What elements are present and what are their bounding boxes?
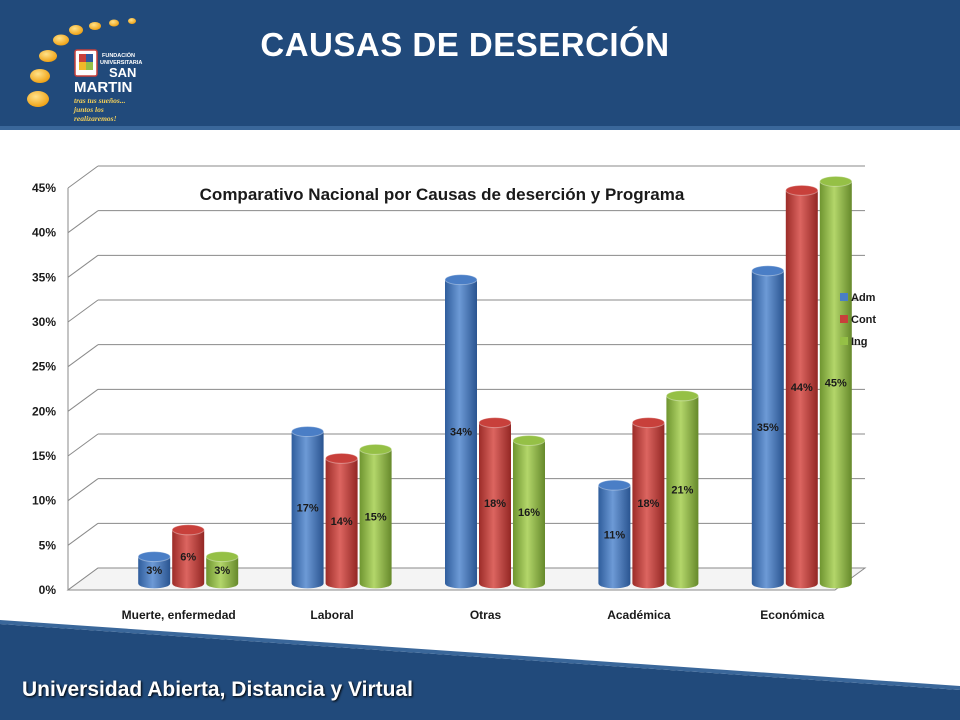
y-tick-label: 45% xyxy=(32,181,56,195)
data-label: 18% xyxy=(484,498,506,510)
data-label: 44% xyxy=(791,382,813,394)
svg-text:SAN: SAN xyxy=(109,65,136,80)
data-label: 18% xyxy=(637,498,659,510)
bar-top-cont xyxy=(171,524,205,536)
bar-top-adm xyxy=(597,479,631,491)
bar-top-adm xyxy=(751,265,785,277)
chart-title: Comparativo Nacional por Causas de deser… xyxy=(200,185,685,204)
bar-ing xyxy=(359,449,392,589)
data-label: 11% xyxy=(604,529,626,541)
y-tick-label: 25% xyxy=(32,360,56,374)
x-category-label: Muerte, enfermedad xyxy=(122,608,236,622)
bar-top-ing xyxy=(205,551,239,563)
bar-adm xyxy=(138,556,171,589)
y-tick-label: 5% xyxy=(39,538,57,552)
data-label: 16% xyxy=(518,507,540,519)
logo: FUNDACIÓN UNIVERSITARIA SAN MARTIN tras … xyxy=(18,16,151,123)
data-label: 17% xyxy=(297,502,319,514)
y-tick-label: 20% xyxy=(32,404,56,418)
data-label: 34% xyxy=(450,427,472,439)
bar-top-cont xyxy=(631,417,665,429)
legend-label: Adm xyxy=(851,292,876,304)
bar-cont xyxy=(479,422,511,589)
bar-adm xyxy=(598,485,631,589)
chart-bars xyxy=(137,175,853,589)
y-tick-label: 40% xyxy=(32,226,56,240)
svg-text:UNIVERSITARIA: UNIVERSITARIA xyxy=(100,60,142,66)
bar-ing xyxy=(666,395,699,589)
legend-swatch-ing xyxy=(840,337,848,345)
legend-swatch-cont xyxy=(840,315,848,323)
logo-tagline: tras tus sueños... juntos los realizarem… xyxy=(74,96,126,123)
logo-emblem: FUNDACIÓN UNIVERSITARIA SAN MARTIN xyxy=(73,48,151,110)
slide-header xyxy=(0,0,960,126)
bar-cont xyxy=(172,529,205,589)
gridline-diagonal xyxy=(67,522,99,546)
data-label: 3% xyxy=(146,565,162,577)
data-label: 45% xyxy=(825,377,847,389)
bar-top-ing xyxy=(665,390,699,402)
gridline-diagonal xyxy=(67,388,99,412)
bar-top-ing xyxy=(512,434,546,446)
bar-ing xyxy=(206,556,239,589)
bar-cont xyxy=(785,190,818,589)
data-label: 35% xyxy=(757,422,779,434)
gridline-diagonal xyxy=(67,299,99,323)
bar-top-adm xyxy=(444,274,478,286)
gridline-diagonal xyxy=(67,254,99,278)
gridline-diagonal xyxy=(67,478,99,502)
chart-legend: Adm Cont Ing xyxy=(840,292,876,348)
x-category-label: Académica xyxy=(607,608,671,622)
legend-swatch-adm xyxy=(840,293,848,301)
gridline-diagonal xyxy=(67,344,99,368)
bar-adm xyxy=(291,431,324,589)
x-category-label: Laboral xyxy=(310,608,353,622)
svg-text:FUNDACIÓN: FUNDACIÓN xyxy=(102,51,135,59)
bar-ing xyxy=(819,181,852,589)
y-tick-label: 15% xyxy=(32,449,56,463)
y-tick-label: 35% xyxy=(32,270,56,284)
gridline-diagonal xyxy=(67,165,99,189)
data-label: 15% xyxy=(365,511,387,523)
data-label: 6% xyxy=(180,552,196,564)
footer-title: Universidad Abierta, Distancia y Virtual xyxy=(22,678,413,701)
gridline-diagonal xyxy=(67,210,99,234)
bar-ing xyxy=(513,440,545,589)
bar-cont xyxy=(632,422,665,589)
header-divider xyxy=(0,126,960,130)
legend-label: Ing xyxy=(851,336,868,348)
y-tick-label: 30% xyxy=(32,315,56,329)
bar-top-ing xyxy=(359,443,393,455)
bar-cont xyxy=(325,458,358,589)
bar-top-cont xyxy=(325,452,359,464)
source-note: Fuente: Coordinación Nacional de Autoeva… xyxy=(104,652,326,663)
bar-adm xyxy=(751,270,784,589)
y-tick-label: 0% xyxy=(39,583,57,597)
bar-top-cont xyxy=(478,417,512,429)
bar-top-ing xyxy=(819,175,853,187)
x-category-label: Económica xyxy=(760,608,824,622)
legend-label: Cont xyxy=(851,314,876,326)
x-category-label: Otras xyxy=(470,608,502,622)
logo-dots-icon xyxy=(27,18,136,107)
data-label: 21% xyxy=(671,485,693,497)
slide-title: CAUSAS DE DESERCIÓN xyxy=(260,26,670,63)
chart-labels: 0% 5% 10% 15% 20% 25% 30% 35% 40% 45% 3% 6% 3% Muerte… xyxy=(32,181,847,622)
data-label: 14% xyxy=(331,516,353,528)
data-label: 3% xyxy=(214,565,230,577)
svg-text:MARTIN: MARTIN xyxy=(74,79,132,96)
gridline-diagonal xyxy=(67,433,99,457)
bar-top-cont xyxy=(785,184,819,196)
bar-adm xyxy=(445,279,477,589)
y-tick-label: 10% xyxy=(32,494,56,508)
bar-top-adm xyxy=(291,426,325,438)
bar-top-adm xyxy=(137,551,171,563)
